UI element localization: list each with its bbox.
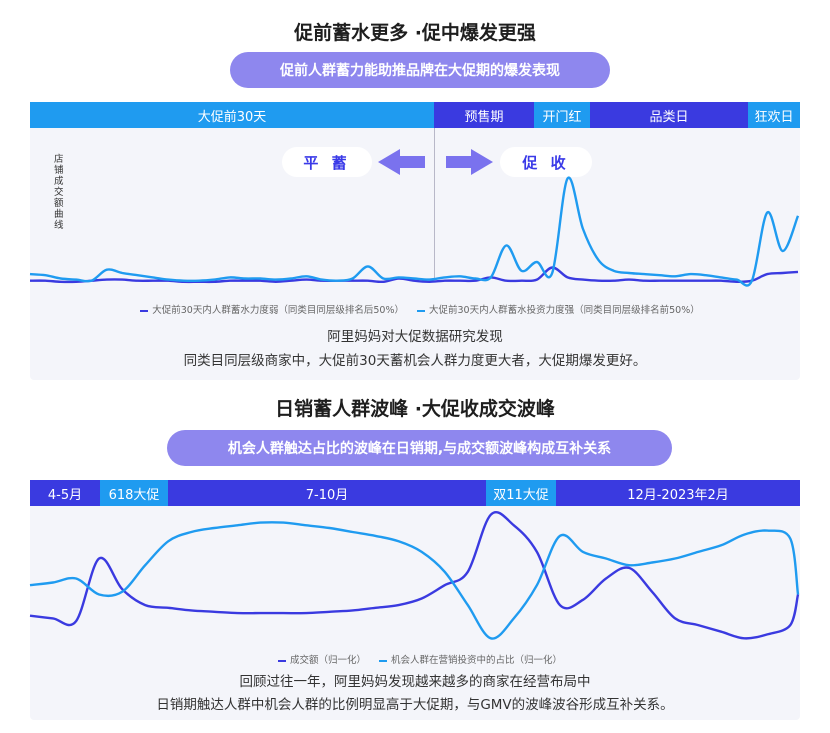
arrow-left-icon xyxy=(378,149,425,175)
phase-618: 618大促 xyxy=(100,480,168,506)
arrow-right-icon xyxy=(446,149,493,175)
legend-swatch-strong xyxy=(417,309,426,312)
phase-apr-may: 4-5月 xyxy=(30,480,100,506)
phase-category-day: 品类日 xyxy=(590,102,748,128)
chart1-series-line-1 xyxy=(29,176,800,287)
legend-swatch-weak xyxy=(140,309,149,312)
y-axis-label: 店铺成交额曲线 xyxy=(54,154,64,231)
section2-note-line2: 日销期触达人群中机会人群的比例明显高于大促期，与GMV的波峰波谷形成互补关系。 xyxy=(156,697,674,713)
section1-panel: 大促前30天 预售期 开门红 品类日 狂欢日 店铺成交额曲线 平 蓄 促 收 大… xyxy=(29,102,800,380)
phase-carnival: 狂欢日 xyxy=(748,102,800,128)
chart1-series-line-0 xyxy=(29,266,799,284)
section2-note-line1: 回顾过往一年，阿里妈妈发现越来越多的商家在经营布局中 xyxy=(239,674,591,690)
phase-dec-feb: 12月-2023年2月 xyxy=(556,480,800,506)
tag-harvest: 促 收 xyxy=(500,147,592,177)
section2-panel: 4-5月 618大促 7-10月 双11大促 12月-2023年2月 成交额（归… xyxy=(29,480,800,720)
chart2-series-line-1 xyxy=(29,521,800,640)
phase-kickoff: 开门红 xyxy=(534,102,590,128)
legend-label-opportunity: 机会人群在营销投资中的占比（归一化） xyxy=(391,655,563,666)
legend-swatch-gmv xyxy=(277,659,286,662)
chart1-plot xyxy=(29,176,800,287)
phase-pre30: 大促前30天 xyxy=(30,102,434,128)
section2-title: 日销蓄人群波峰 ·大促收成交波峰 xyxy=(275,398,555,420)
phase-presale: 预售期 xyxy=(434,102,534,128)
phase-jul-oct: 7-10月 xyxy=(168,480,486,506)
tag-accumulate: 平 蓄 xyxy=(282,147,372,177)
phase-double11: 双11大促 xyxy=(486,480,556,506)
legend-label-gmv: 成交额（归一化） xyxy=(289,655,366,666)
legend-swatch-opportunity xyxy=(379,659,388,662)
section2-subtitle: 机会人群触达占比的波峰在日销期,与成交额波峰构成互补关系 xyxy=(167,430,672,466)
legend-label-weak: 大促前30天内人群蓄水力度弱（同类目同层级排名后50%） xyxy=(152,305,404,316)
section1-subtitle: 促前人群蓄力能助推品牌在大促期的爆发表现 xyxy=(230,52,610,88)
legend-label-strong: 大促前30天内人群蓄水投资力度强（同类目同层级排名前50%） xyxy=(429,305,700,316)
section1-title: 促前蓄水更多 ·促中爆发更强 xyxy=(294,22,536,44)
chart2-series-line-0 xyxy=(29,511,800,640)
section1-note-line2: 同类目同层级商家中，大促前30天蓄机会人群力度更大者，大促期爆发更好。 xyxy=(183,353,647,369)
chart2-legend: 成交额（归一化） 机会人群在营销投资中的占比（归一化） xyxy=(30,652,800,666)
phase-divider xyxy=(434,128,435,278)
chart2-plot xyxy=(29,511,800,640)
chart1-legend: 大促前30天内人群蓄水力度弱（同类目同层级排名后50%） 大促前30天内人群蓄水… xyxy=(30,302,800,316)
section1-note-line1: 阿里妈妈对大促数据研究发现 xyxy=(327,329,503,345)
